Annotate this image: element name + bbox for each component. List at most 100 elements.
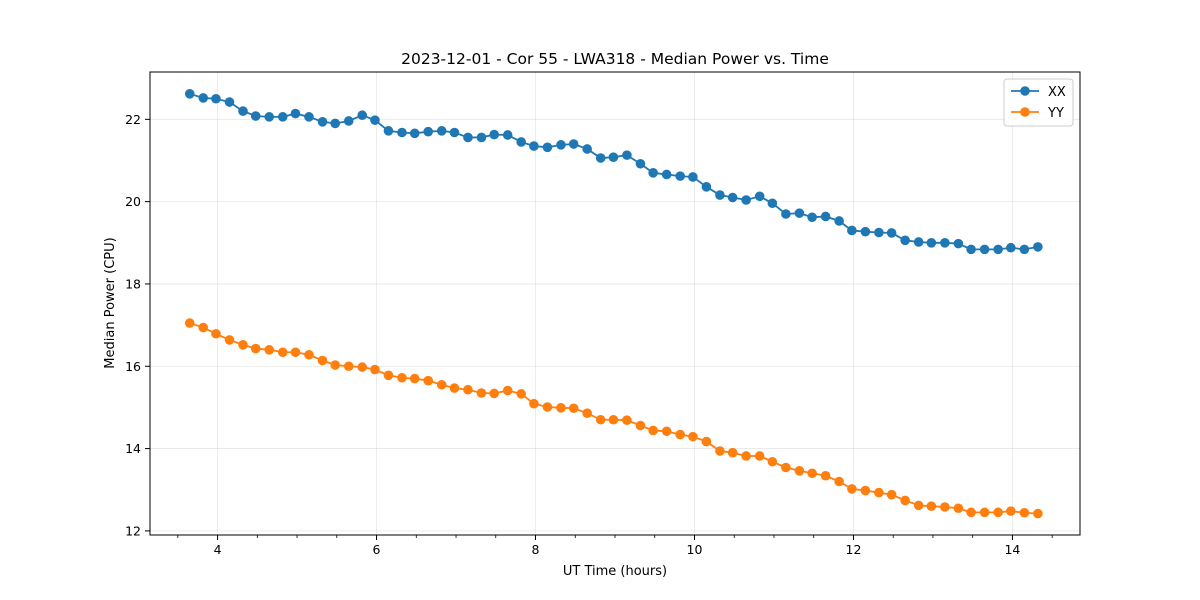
data-point-yy [913,500,924,511]
data-point-yy [648,425,658,436]
data-point-yy [595,414,606,425]
data-point-yy [754,451,765,461]
data-point-xx [953,238,964,249]
data-point-xx [727,192,738,203]
data-point-yy [502,385,513,396]
data-point-yy [556,403,566,413]
data-point-yy [489,388,499,399]
data-point-xx [1006,242,1016,253]
x-tick-label: 12 [846,542,862,557]
data-point-xx [568,139,579,149]
y-tick-label: 22 [125,112,141,127]
data-point-xx [913,237,924,247]
data-point-xx [343,116,354,126]
data-point-yy [1033,508,1043,519]
data-point-yy [900,495,910,506]
data-point-xx [874,227,884,238]
data-point-yy [794,466,805,476]
x-axis: 4 6 8 10 12 14 [177,535,1053,557]
data-point-xx [409,128,420,139]
data-point-xx [781,209,791,219]
y-axis-label: Median Power (CPU) [103,237,118,368]
data-point-yy [397,372,407,383]
data-point-yy [317,355,328,366]
data-point-xx [979,244,990,255]
data-point-xx [754,191,765,202]
data-point-yy [807,468,817,479]
data-point-yy [211,328,221,339]
data-point-xx [184,89,195,99]
x-tick-label: 10 [687,542,703,557]
data-point-xx [608,152,619,162]
data-point-xx [993,244,1003,255]
data-point-yy [582,408,592,418]
data-point-yy [568,403,579,414]
data-point-yy [370,364,380,375]
chart-title: 2023-12-01 - Cor 55 - LWA318 - Median Po… [401,50,829,68]
data-point-xx [370,115,380,125]
x-tick-label: 8 [532,542,540,557]
data-point-xx [820,211,831,222]
data-point-xx [582,144,592,154]
data-point-xx [900,235,910,246]
data-point-yy [357,362,368,372]
data-point-xx [476,132,487,143]
data-point-xx [940,238,950,248]
data-point-yy [608,414,619,425]
data-point-xx [516,137,527,147]
data-point-xx [330,118,341,129]
series-yy [184,318,1043,519]
data-point-yy [953,503,964,514]
data-point-xx [807,212,817,223]
data-point-xx [701,182,712,192]
data-point-yy [701,436,712,447]
data-point-yy [993,507,1003,518]
data-point-yy [781,462,791,473]
data-point-yy [834,476,844,487]
data-point-xx [1033,242,1043,252]
data-point-yy [449,383,460,393]
data-point-xx [290,108,301,119]
data-point-yy [886,489,897,500]
data-point-yy [741,451,751,461]
x-tick-label: 4 [214,542,222,557]
data-point-xx [966,244,976,255]
legend-marker-yy [1020,107,1030,117]
data-point-yy [1006,506,1016,516]
x-tick-label: 14 [1004,542,1020,557]
data-point-yy [516,389,527,399]
data-point-yy [661,426,672,437]
legend-marker-xx [1020,86,1030,96]
data-point-yy [966,507,976,518]
data-point-xx [542,142,553,153]
data-point-xx [794,208,805,218]
data-point-xx [436,126,447,136]
data-point-yy [635,420,646,431]
y-tick-label: 20 [125,194,141,209]
data-point-yy [542,402,553,412]
data-point-yy [476,388,487,398]
data-point-xx [277,112,288,122]
y-tick-label: 16 [125,359,141,374]
y-tick-label: 12 [125,523,141,538]
data-point-yy [979,507,990,518]
data-point-xx [675,171,685,181]
data-point-yy [463,384,473,395]
data-point-xx [304,112,314,122]
data-point-yy [715,446,725,456]
legend-label-xx: XX [1048,85,1066,100]
data-point-xx [1019,244,1030,255]
data-point-yy [184,318,195,328]
data-point-xx [264,112,275,122]
data-point-yy [330,360,341,370]
data-point-yy [1019,507,1030,518]
data-point-xx [317,117,328,127]
y-axis: 12 14 16 18 20 22 [125,112,150,538]
data-point-xx [238,106,248,116]
data-point-yy [383,370,394,381]
series-xx [184,89,1043,255]
data-point-yy [343,361,354,372]
data-point-xx [397,127,407,138]
data-point-xx [211,93,221,104]
